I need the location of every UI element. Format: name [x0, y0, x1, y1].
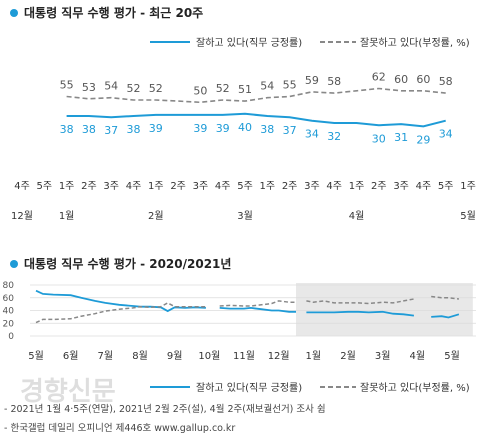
- approve-data-label: 34: [439, 128, 453, 141]
- x-tick-label: 2주: [81, 181, 97, 192]
- x-tick-label: 2주: [282, 181, 298, 192]
- x-tick-label: 3주: [393, 181, 409, 192]
- chart2-plot: 0 20 40 60 80 5월 6월 7월 8월 9월 10월 11월 12월 1월 2월 3월 4월 5월: [3, 281, 476, 362]
- watermark: 경향신문: [20, 377, 116, 407]
- disapprove-data-label: 52: [127, 82, 141, 95]
- approve-data-label: 40: [238, 121, 252, 134]
- approve-data-label: 38: [127, 123, 141, 136]
- month-label: 1월: [59, 210, 75, 222]
- y-tick-label: 60: [3, 294, 15, 304]
- approve-data-label: 39: [193, 122, 207, 135]
- legend-disapprove-label: 잘못하고 있다(부정률, %): [360, 381, 470, 394]
- chart2-legend: 잘하고 있다(직무 긍정률) 잘못하고 있다(부정률, %): [150, 381, 470, 394]
- x-tick-label: 2주: [371, 181, 387, 192]
- approve-data-label: 38: [60, 123, 74, 136]
- approve-data-label: 34: [305, 128, 319, 141]
- x-tick-label: 1주: [59, 181, 75, 192]
- chart1-legend: 잘하고 있다(직무 긍정률) 잘못하고 있다(부정률, %): [150, 36, 470, 49]
- x-tick-label: 4주: [215, 181, 231, 192]
- approve-data-label: 38: [82, 123, 96, 136]
- approve-data-label: 37: [104, 124, 118, 137]
- y-tick-label: 0: [8, 332, 14, 342]
- x-tick-label: 4월: [410, 350, 426, 362]
- disapprove-data-label: 60: [416, 73, 430, 86]
- approve-series-line: [66, 112, 446, 128]
- disapprove-data-label: 50: [193, 84, 207, 97]
- x-tick-label: 2주: [170, 181, 186, 192]
- highlight-band: [296, 283, 473, 336]
- x-tick-label: 12월: [268, 350, 290, 362]
- x-tick-label: 1주: [260, 181, 276, 192]
- x-tick-label: 3주: [193, 181, 209, 192]
- x-tick-label: 1월: [306, 350, 322, 362]
- x-tick-label: 1주: [148, 181, 164, 192]
- x-tick-label: 5주: [438, 181, 454, 192]
- x-tick-label: 5월: [444, 350, 460, 362]
- x-tick-label: 4주: [14, 181, 30, 192]
- legend-disapprove-label: 잘못하고 있다(부정률, %): [360, 36, 470, 49]
- x-tick-label: 1주: [349, 181, 365, 192]
- disapprove-data-label: 52: [216, 82, 230, 95]
- y-tick-label: 40: [3, 307, 15, 317]
- disapprove-data-label: 53: [82, 81, 96, 94]
- y-tick-label: 20: [3, 319, 15, 329]
- x-tick-label: 3월: [375, 350, 391, 362]
- approve-data-label: 37: [283, 124, 297, 137]
- approve-data-label: 38: [260, 123, 274, 136]
- disapprove-data-label: 51: [238, 83, 252, 96]
- x-tick-label: 10월: [198, 350, 220, 362]
- chart2-title: 대통령 직무 수행 평가 - 2020/2021년: [24, 256, 231, 271]
- x-tick-label: 5주: [237, 181, 253, 192]
- approve-data-label: 39: [216, 122, 230, 135]
- x-tick-label: 11월: [233, 350, 255, 362]
- disapprove-data-label: 62: [372, 70, 386, 83]
- disapprove-data-label: 55: [283, 79, 297, 92]
- disapprove-series-line: [66, 87, 446, 104]
- approve-series-line: [35, 289, 460, 319]
- x-tick-label: 3주: [304, 181, 320, 192]
- month-label: 5월: [460, 210, 476, 222]
- approve-data-label: 29: [416, 133, 430, 146]
- approve-data-label: 32: [327, 130, 341, 143]
- disapprove-data-label: 58: [327, 75, 341, 88]
- title-bullet-icon: [10, 260, 18, 268]
- chart1-plot: 38 38 37 38 39 39 39 40 38 37 34 32 30 31 29 34 55 53 54 52…: [11, 70, 476, 222]
- x-tick-label: 4주: [126, 181, 142, 192]
- x-tick-label: 4주: [416, 181, 432, 192]
- approve-data-label: 30: [372, 132, 386, 145]
- approve-data-label: 39: [149, 122, 163, 135]
- disapprove-data-label: 60: [394, 73, 408, 86]
- x-tick-label: 1주: [460, 181, 476, 192]
- disapprove-data-label: 58: [439, 75, 453, 88]
- x-tick-label: 5주: [37, 181, 53, 192]
- title-bullet-icon: [10, 9, 18, 17]
- y-tick-label: 80: [3, 281, 15, 291]
- x-tick-label: 4주: [326, 181, 342, 192]
- x-tick-label: 2월: [340, 350, 356, 362]
- legend-approve-label: 잘하고 있다(직무 긍정률): [196, 381, 302, 394]
- disapprove-data-label: 59: [305, 74, 319, 87]
- footnote-1: - 2021년 1월 4·5주(연말), 2021년 2월 2주(설), 4월 …: [4, 403, 326, 415]
- approve-data-label: 31: [394, 131, 408, 144]
- month-label: 2월: [148, 210, 164, 222]
- x-tick-label: 8월: [132, 350, 148, 362]
- disapprove-data-label: 54: [260, 80, 274, 93]
- month-label: 3월: [237, 210, 253, 222]
- x-tick-label: 7월: [98, 350, 114, 362]
- footnote-2: - 한국갤럽 데일리 오피니언 제446호 www.gallup.co.kr: [4, 422, 235, 434]
- disapprove-series-line: [35, 295, 459, 324]
- disapprove-data-label: 54: [104, 80, 118, 93]
- month-label: 12월: [11, 210, 33, 222]
- month-label: 4월: [349, 210, 365, 222]
- disapprove-data-label: 52: [149, 82, 163, 95]
- legend-approve-label: 잘하고 있다(직무 긍정률): [196, 36, 302, 49]
- x-tick-label: 6월: [63, 350, 79, 362]
- x-tick-label: 5월: [28, 350, 44, 362]
- x-tick-label: 9월: [167, 350, 183, 362]
- disapprove-data-label: 55: [60, 79, 74, 92]
- chart1-title: 대통령 직무 수행 평가 - 최근 20주: [24, 5, 203, 20]
- x-tick-label: 3주: [103, 181, 119, 192]
